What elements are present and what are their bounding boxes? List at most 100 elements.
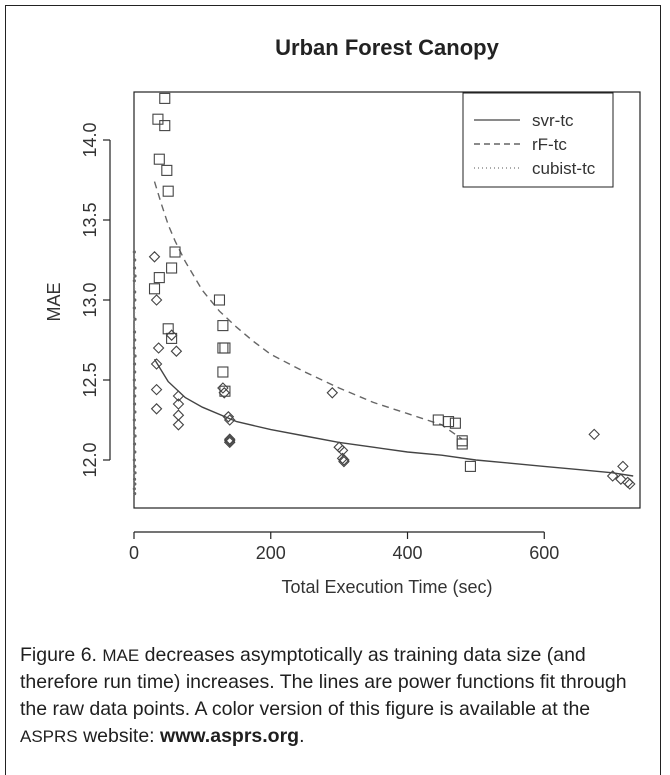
legend-label-cubist: cubist-tc — [532, 159, 596, 178]
point-cubist-tc — [133, 298, 137, 302]
point-rf-tc — [166, 332, 178, 344]
point-rf-tc — [152, 113, 164, 125]
y-tick-label: 13.0 — [80, 282, 100, 317]
legend-box — [462, 92, 614, 188]
point-cubist-tc — [133, 482, 137, 486]
point-cubist-tc — [133, 338, 137, 342]
point-rf-tc — [464, 460, 476, 472]
point-svr-tc — [218, 387, 231, 399]
point-rf-tc — [456, 435, 468, 447]
point-svr-tc — [617, 460, 629, 473]
y-tick-label: 13.5 — [80, 202, 100, 237]
point-rf-tc — [217, 320, 229, 332]
point-rf-tc — [153, 153, 165, 165]
caption-label: Figure 6. — [20, 644, 97, 666]
x-tick-label: 0 — [129, 543, 139, 563]
point-rf-tc — [159, 92, 171, 104]
point-rf-tc — [432, 414, 444, 426]
point-svr-tc — [148, 251, 161, 263]
figure-frame — [5, 5, 661, 775]
point-svr-tc — [615, 473, 627, 485]
point-cubist-tc — [133, 258, 137, 262]
point-cubist-tc — [132, 418, 136, 422]
legend-label-rf: rF-tc — [532, 135, 567, 154]
point-rf-tc — [219, 342, 231, 354]
point-rf-tc — [219, 385, 231, 397]
point-svr-tc — [333, 441, 345, 453]
x-tick-label: 200 — [256, 543, 286, 563]
y-axis: 12.0 12.5 13.0 13.5 14.0 — [80, 122, 111, 478]
point-cubist-tc — [133, 492, 137, 496]
point-cubist-tc — [133, 386, 137, 390]
y-tick-label: 12.0 — [80, 442, 100, 477]
point-cubist-tc — [132, 477, 137, 481]
point-svr-tc — [150, 403, 163, 415]
legend-label-svr: svr-tc — [532, 111, 574, 130]
x-axis: 0 200 400 600 — [129, 531, 559, 563]
point-svr-tc — [222, 411, 235, 423]
y-tick-label: 14.0 — [80, 122, 100, 157]
point-svr-tc — [172, 390, 185, 402]
point-cubist-tc — [132, 362, 137, 366]
point-svr-tc — [217, 382, 229, 394]
figure-caption: Figure 6. MAE decreases asymptotically a… — [20, 642, 652, 750]
point-rf-tc — [449, 417, 461, 429]
point-cubist-tc — [132, 402, 137, 406]
data-points — [132, 92, 636, 496]
point-rf-tc — [217, 366, 229, 378]
point-svr-tc — [338, 455, 350, 468]
point-rf-tc — [148, 283, 161, 295]
point-svr-tc — [606, 470, 619, 482]
fit-curve-svr-tc — [153, 358, 634, 477]
point-svr-tc — [588, 428, 600, 441]
point-rf-tc — [217, 342, 229, 354]
point-svr-tc — [152, 342, 165, 354]
point-rf-tc — [159, 120, 171, 132]
point-cubist-tc — [132, 346, 136, 350]
point-rf-tc — [166, 262, 178, 274]
point-cubist-tc — [133, 394, 137, 398]
fit-curves — [134, 181, 634, 494]
point-svr-tc — [223, 435, 236, 447]
point-svr-tc — [621, 476, 634, 489]
point-svr-tc — [165, 329, 178, 341]
point-cubist-tc — [133, 450, 137, 454]
point-cubist-tc — [133, 434, 137, 438]
point-cubist-tc — [132, 378, 136, 382]
point-rf-tc — [153, 272, 165, 284]
point-svr-tc — [150, 383, 163, 396]
fit-curve-rF-tc — [153, 181, 463, 440]
x-tick-label: 600 — [529, 543, 559, 563]
point-svr-tc — [223, 414, 236, 426]
point-cubist-tc — [132, 250, 136, 254]
point-cubist-tc — [133, 426, 137, 430]
point-rf-tc — [162, 185, 174, 197]
point-cubist-tc — [133, 274, 137, 278]
chart: Urban Forest Canopy 0 200 400 600 12.012.51… — [44, 35, 641, 597]
point-rf-tc — [162, 323, 174, 335]
point-svr-tc — [172, 419, 185, 431]
x-tick-label: 400 — [392, 543, 422, 563]
point-svr-tc — [326, 387, 339, 399]
legend: svr-tc rF-tc cubist-tc — [462, 92, 614, 188]
point-cubist-tc — [132, 279, 136, 283]
point-svr-tc — [172, 398, 185, 410]
point-cubist-tc — [133, 370, 137, 374]
point-svr-tc — [150, 358, 163, 370]
point-svr-tc — [170, 345, 183, 357]
point-cubist-tc — [133, 471, 137, 475]
caption-website-label: website: — [83, 725, 155, 747]
point-svr-tc — [338, 454, 350, 466]
chart-title: Urban Forest Canopy — [275, 35, 499, 60]
point-svr-tc — [336, 444, 349, 457]
point-cubist-tc — [133, 317, 137, 321]
point-svr-tc — [172, 409, 185, 421]
point-rf-tc — [456, 438, 468, 450]
point-rf-tc — [169, 246, 181, 258]
y-tick-label: 12.5 — [80, 362, 100, 397]
point-svr-tc — [223, 433, 236, 445]
y-axis-label: MAE — [44, 282, 64, 321]
point-svr-tc — [223, 436, 236, 449]
point-cubist-tc — [133, 410, 137, 414]
website-link[interactable]: www.asprs.org — [160, 725, 300, 747]
